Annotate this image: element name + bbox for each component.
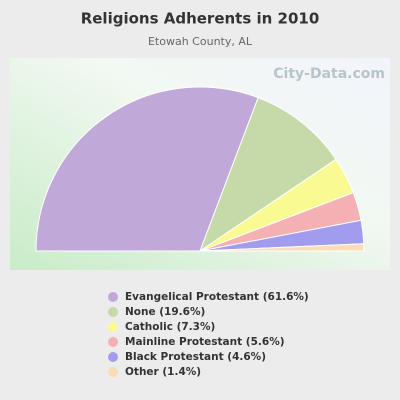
chart-subtitle: Etowah County, AL — [148, 35, 253, 48]
legend-marker — [108, 292, 118, 302]
legend-label: Other (1.4%) — [125, 366, 201, 378]
legend-marker — [108, 352, 118, 362]
slice — [198, 97, 337, 253]
watermark: City-Data.com — [273, 66, 385, 82]
legend-label: Mainline Protestant (5.6%) — [125, 336, 285, 348]
legend-marker — [108, 322, 118, 332]
legend-marker — [108, 307, 118, 317]
legend-marker — [108, 337, 118, 347]
legend-label: Evangelical Protestant (61.6%) — [125, 291, 309, 303]
slice — [35, 86, 259, 252]
legend-label: None (19.6%) — [125, 306, 205, 318]
legend-marker — [108, 367, 118, 377]
chart-title: Religions Adherents in 2010 — [81, 10, 320, 28]
legend-label: Black Protestant (4.6%) — [125, 351, 266, 363]
slice — [199, 243, 365, 252]
legend-label: Catholic (7.3%) — [125, 321, 215, 333]
